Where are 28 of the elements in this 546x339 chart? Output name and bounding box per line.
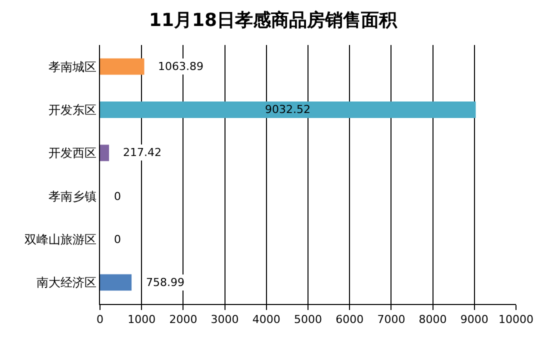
y-tick-label: 开发西区 [48,146,97,160]
x-tick-label: 0 [96,313,104,326]
data-label: 0 [114,233,121,246]
x-tick-label: 10000 [498,313,534,326]
y-tick-label: 开发东区 [48,102,97,117]
x-tick-label: 9000 [460,313,488,326]
chart-title: 11月18日孝感商品房销售面积 [148,10,398,32]
x-tick-label: 2000 [169,313,198,326]
x-tick-label: 1000 [128,313,156,326]
x-tick-label: 8000 [418,313,447,326]
data-label: 217.42 [123,146,162,159]
data-label: 0 [114,190,121,203]
bar [100,274,132,291]
x-tick-label: 3000 [210,313,239,326]
y-tick-label: 孝南乡镇 [48,189,97,204]
x-tick-label: 5000 [294,313,322,326]
y-tick-label: 双峰山旅游区 [24,232,97,246]
data-label: 1063.89 [158,60,204,73]
y-tick-label: 南大经济区 [36,276,97,290]
y-tick-label: 孝南城区 [48,60,97,74]
data-label: 758.99 [146,276,184,289]
data-label: 9032.52 [265,103,310,116]
bar [100,58,144,75]
bar [100,102,476,118]
bar [100,144,110,162]
x-tick-label: 6000 [336,313,364,326]
x-tick-label: 7000 [377,313,406,326]
x-tick-label: 4000 [252,313,280,326]
